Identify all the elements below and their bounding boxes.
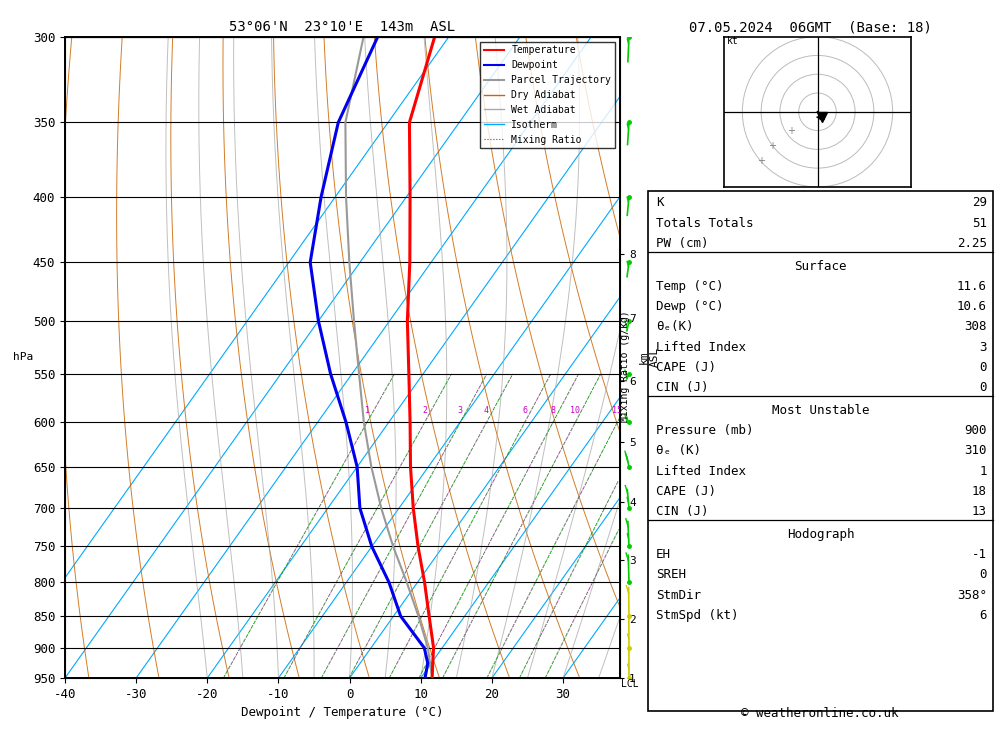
Text: 900: 900: [964, 424, 987, 437]
Text: 3: 3: [458, 405, 463, 415]
Text: -1: -1: [972, 548, 987, 561]
Text: CIN (J): CIN (J): [656, 505, 708, 517]
Text: 1: 1: [980, 465, 987, 477]
Text: 0: 0: [980, 381, 987, 394]
Text: K: K: [656, 196, 664, 210]
Text: 6: 6: [980, 608, 987, 622]
Text: 0: 0: [980, 568, 987, 581]
Text: SREH: SREH: [656, 568, 686, 581]
Text: CIN (J): CIN (J): [656, 381, 708, 394]
Text: Surface: Surface: [794, 260, 847, 273]
Text: PW (cm): PW (cm): [656, 237, 708, 250]
Text: 2: 2: [422, 405, 427, 415]
Text: StmSpd (kt): StmSpd (kt): [656, 608, 738, 622]
Text: 3: 3: [980, 341, 987, 353]
Text: 8: 8: [550, 405, 555, 415]
Text: 07.05.2024  06GMT  (Base: 18): 07.05.2024 06GMT (Base: 18): [689, 21, 931, 34]
Text: CAPE (J): CAPE (J): [656, 361, 716, 374]
Text: θₑ (K): θₑ (K): [656, 444, 701, 457]
Text: Hodograph: Hodograph: [787, 528, 854, 541]
Text: 51: 51: [972, 217, 987, 229]
Text: Dewp (°C): Dewp (°C): [656, 301, 724, 313]
Text: 6: 6: [522, 405, 527, 415]
Text: θₑ(K): θₑ(K): [656, 320, 694, 334]
Title: 53°06'N  23°10'E  143m  ASL: 53°06'N 23°10'E 143m ASL: [229, 20, 456, 34]
Text: Mixing Ratio (g/kg): Mixing Ratio (g/kg): [620, 311, 630, 422]
Text: 10.6: 10.6: [957, 301, 987, 313]
Text: 15: 15: [612, 405, 622, 415]
Text: 10: 10: [570, 405, 580, 415]
Text: Most Unstable: Most Unstable: [772, 404, 869, 417]
Text: 29: 29: [972, 196, 987, 210]
Text: 1: 1: [365, 405, 370, 415]
Text: 18: 18: [972, 485, 987, 498]
Text: EH: EH: [656, 548, 671, 561]
Text: +: +: [787, 125, 795, 136]
Text: CAPE (J): CAPE (J): [656, 485, 716, 498]
Text: kt: kt: [727, 36, 739, 46]
Text: 4: 4: [484, 405, 489, 415]
X-axis label: Dewpoint / Temperature (°C): Dewpoint / Temperature (°C): [241, 707, 444, 719]
Y-axis label: km
ASL: km ASL: [639, 347, 660, 367]
Text: Totals Totals: Totals Totals: [656, 217, 754, 229]
Text: hPa: hPa: [13, 353, 33, 362]
Text: Temp (°C): Temp (°C): [656, 280, 724, 293]
Text: Lifted Index: Lifted Index: [656, 465, 746, 477]
Text: StmDir: StmDir: [656, 589, 701, 602]
Text: Pressure (mb): Pressure (mb): [656, 424, 754, 437]
Text: 11.6: 11.6: [957, 280, 987, 293]
Text: 308: 308: [964, 320, 987, 334]
Legend: Temperature, Dewpoint, Parcel Trajectory, Dry Adiabat, Wet Adiabat, Isotherm, Mi: Temperature, Dewpoint, Parcel Trajectory…: [480, 42, 615, 149]
Text: +: +: [768, 141, 776, 150]
Text: LCL: LCL: [621, 679, 639, 689]
Text: 13: 13: [972, 505, 987, 517]
Text: 2.25: 2.25: [957, 237, 987, 250]
Text: Lifted Index: Lifted Index: [656, 341, 746, 353]
Text: 358°: 358°: [957, 589, 987, 602]
Text: © weatheronline.co.uk: © weatheronline.co.uk: [741, 707, 899, 720]
Text: 310: 310: [964, 444, 987, 457]
Text: 0: 0: [980, 361, 987, 374]
Text: +: +: [757, 155, 765, 166]
